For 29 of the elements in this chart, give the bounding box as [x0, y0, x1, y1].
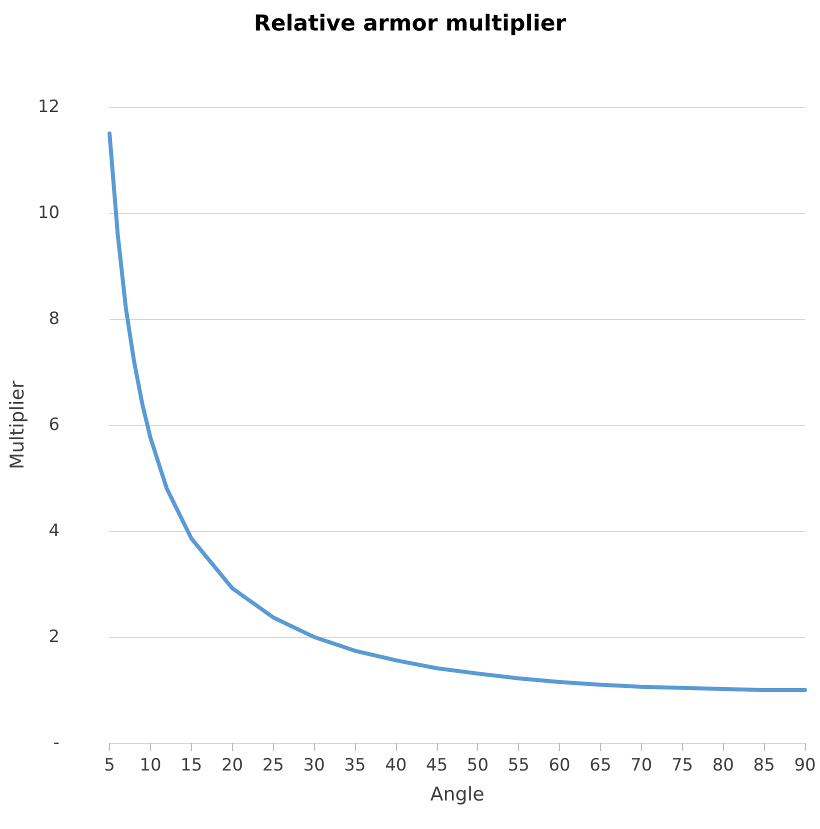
x-tick-label: 85	[753, 756, 775, 776]
x-tick-label: 45	[426, 756, 448, 776]
x-tick-label: 70	[630, 756, 652, 776]
x-tick-label: 65	[590, 756, 612, 776]
x-tick-label: 50	[466, 756, 489, 776]
x-tick-label: 25	[262, 756, 284, 776]
x-tick-label: 40	[385, 756, 407, 776]
x-tick-label: 90	[794, 756, 816, 776]
x-tick-label: 55	[508, 756, 530, 776]
y-axis-title: Multiplier	[6, 380, 28, 470]
y-tick-label: 6	[48, 415, 60, 435]
x-tick-label: 80	[712, 756, 734, 776]
y-tick-label: 12	[38, 97, 60, 117]
x-tick-label: 30	[303, 756, 325, 776]
x-tick-label: 20	[221, 756, 244, 776]
x-tick-label: 15	[180, 756, 202, 776]
x-tick-label: 60	[548, 756, 570, 776]
x-axis-title: Angle	[430, 784, 484, 806]
x-tick-label: 35	[344, 756, 366, 776]
y-tick-label: 8	[48, 309, 60, 329]
chart-title: Relative armor multiplier	[254, 12, 566, 36]
line-series	[108, 132, 807, 692]
x-tick-label: 75	[671, 756, 694, 776]
y-tick-label: 2	[48, 627, 60, 647]
x-tick-label: 10	[140, 756, 162, 776]
x-tick-label: 5	[104, 756, 115, 776]
y-tick-label: 10	[38, 203, 60, 223]
y-tick-label: 4	[48, 521, 60, 541]
y-tick-label: -	[53, 733, 60, 753]
